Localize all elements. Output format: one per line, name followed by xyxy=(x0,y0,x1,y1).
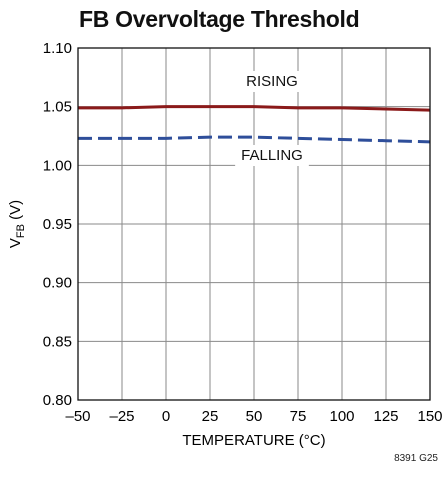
y-axis-label-suffix: (V) xyxy=(7,200,24,224)
y-tick-label: 1.05 xyxy=(43,99,72,116)
y-tick-label: 0.85 xyxy=(43,333,72,350)
series-label-rising: RISING xyxy=(246,73,298,90)
series-label-group: RISING xyxy=(240,71,304,92)
x-tick-label: 150 xyxy=(417,408,442,425)
y-axis-label-main: V xyxy=(7,238,24,248)
x-tick-labels: –50 –25 0 25 50 75 100 125 150 xyxy=(65,408,442,425)
x-tick-label: 50 xyxy=(246,408,263,425)
y-tick-label: 1.10 xyxy=(43,40,72,57)
y-tick-label: 0.95 xyxy=(43,216,72,233)
y-axis-label: VFB (V) xyxy=(7,200,27,248)
series-lines xyxy=(78,105,431,144)
plot-frame xyxy=(77,47,431,401)
x-tick-label: 75 xyxy=(290,408,307,425)
series-label-falling: FALLING xyxy=(241,147,303,164)
x-tick-label: 0 xyxy=(162,408,170,425)
x-tick-label: 100 xyxy=(329,408,354,425)
y-axis-label-subscript: FB xyxy=(15,224,27,238)
series-label-background xyxy=(240,71,304,92)
series-line-rising xyxy=(78,105,431,112)
series-label-background xyxy=(235,145,309,166)
x-tick-label: –25 xyxy=(109,408,134,425)
grid-lines xyxy=(77,47,431,401)
x-tick-label: 25 xyxy=(202,408,219,425)
y-tick-label: 0.90 xyxy=(43,275,72,292)
y-tick-label: 0.80 xyxy=(43,392,72,409)
y-tick-label: 1.00 xyxy=(43,157,72,174)
x-tick-label: 125 xyxy=(373,408,398,425)
y-tick-labels: 0.80 0.85 0.90 0.95 1.00 1.05 1.10 xyxy=(43,40,72,409)
figure-code: 8391 G25 xyxy=(394,453,438,464)
x-tick-label: –50 xyxy=(65,408,90,425)
series-labels: RISING FALLING xyxy=(235,71,309,166)
chart-title: FB Overvoltage Threshold xyxy=(79,6,360,32)
x-axis-label: TEMPERATURE (°C) xyxy=(182,432,325,449)
series-line-falling xyxy=(78,135,431,144)
series-label-group: FALLING xyxy=(235,145,309,166)
